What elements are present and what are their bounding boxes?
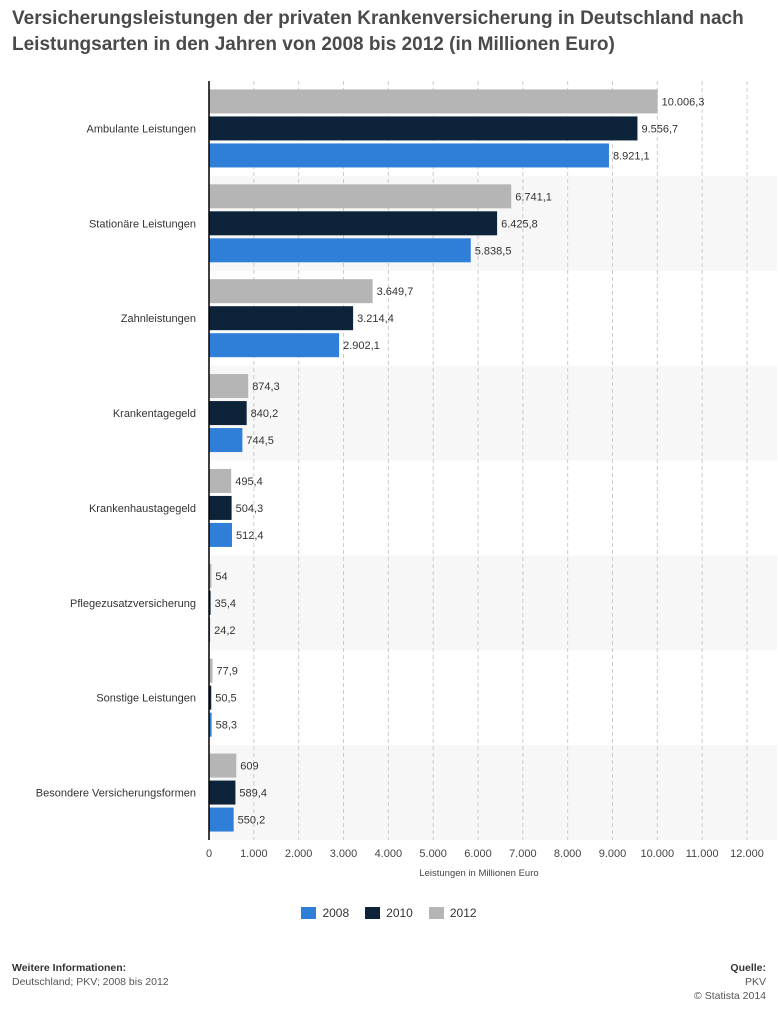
category-label: Krankentagegeld [113, 408, 196, 420]
category-label: Krankenhaustagegeld [89, 503, 196, 515]
data-label-2012: 609 [240, 761, 258, 773]
legend-label-2012: 2012 [449, 906, 477, 920]
legend-item-2010[interactable]: 2010 [365, 906, 413, 920]
bar-2008[interactable] [209, 522, 232, 547]
legend-label-2010: 2010 [386, 906, 413, 920]
x-tick-label: 0 [206, 848, 212, 860]
category-band [209, 365, 777, 461]
data-label-2010: 35,4 [215, 598, 236, 610]
bar-2008[interactable] [209, 238, 471, 263]
bar-2012[interactable] [209, 374, 249, 399]
category-band [209, 745, 777, 840]
data-label-2012: 495,4 [235, 476, 263, 488]
x-tick-label: 6.000 [464, 848, 492, 860]
data-label-2012: 77,9 [216, 666, 237, 678]
x-tick-label: 4.000 [375, 848, 403, 860]
data-label-2008: 2.902,1 [343, 340, 380, 352]
data-label-2012: 3.649,7 [377, 286, 414, 298]
category-label: Stationäre Leistungen [89, 218, 196, 230]
x-axis-title: Leistungen in Millionen Euro [419, 868, 538, 879]
footer-info: Weitere Informationen: Deutschland; PKV;… [12, 961, 169, 989]
x-tick-label: 8.000 [554, 848, 582, 860]
category-label: Besondere Versicherungsformen [36, 788, 196, 800]
x-tick-label: 5.000 [419, 848, 447, 860]
data-label-2008: 550,2 [238, 815, 266, 827]
data-label-2010: 50,5 [215, 693, 236, 705]
x-tick-label: 1.000 [240, 848, 268, 860]
bar-2012[interactable] [209, 279, 373, 304]
info-text[interactable]: Deutschland; PKV; 2008 bis 2012 [12, 976, 169, 988]
bar-2008[interactable] [209, 143, 609, 168]
bar-2010[interactable] [209, 401, 247, 426]
category-label: Pflegezusatzversicherung [70, 598, 196, 610]
data-label-2010: 589,4 [239, 788, 267, 800]
bar-chart: 10.006,3 9.556,7 8.921,1 Ambulante Leistung… [35, 81, 777, 879]
data-label-2012: 54 [215, 571, 227, 583]
bar-2012[interactable] [209, 563, 212, 588]
copyright[interactable]: © Statista 2014 [694, 990, 766, 1002]
data-label-2008: 8.921,1 [613, 150, 650, 162]
legend-label-2008: 2008 [322, 906, 350, 920]
category-label: Sonstige Leistungen [96, 693, 196, 705]
data-label-2008: 5.838,5 [475, 245, 512, 257]
x-tick-label: 7.000 [509, 848, 537, 860]
data-label-2008: 24,2 [214, 625, 235, 637]
bar-2012[interactable] [209, 753, 237, 778]
legend-swatch-2008 [301, 907, 317, 919]
bar-2012[interactable] [209, 89, 658, 114]
legend-item-2012[interactable]: 2012 [428, 906, 477, 920]
x-tick-label: 9.000 [599, 848, 627, 860]
bar-2012[interactable] [209, 658, 213, 683]
category-band [209, 555, 777, 651]
bar-2012[interactable] [209, 184, 512, 209]
category-label: Zahnleistungen [121, 313, 196, 325]
data-label-2012: 6.741,1 [515, 191, 552, 203]
data-label-2008: 58,3 [216, 720, 237, 732]
bar-2010[interactable] [209, 590, 211, 615]
legend-item-2008[interactable]: 2008 [301, 906, 349, 920]
footer-source: Quelle: PKV © Statista 2014 [694, 961, 766, 1003]
info-heading: Weitere Informationen: [12, 962, 127, 974]
bar-2008[interactable] [209, 428, 243, 453]
legend-swatch-2012 [428, 907, 444, 919]
bar-2012[interactable] [209, 468, 232, 493]
source-heading: Quelle: [730, 962, 766, 974]
data-label-2010: 504,3 [236, 503, 264, 515]
bar-2008[interactable] [209, 333, 340, 358]
bar-2010[interactable] [209, 116, 638, 141]
bar-2010[interactable] [209, 780, 236, 805]
bar-2010[interactable] [209, 211, 498, 236]
data-label-2010: 6.425,8 [501, 218, 538, 230]
data-label-2012: 874,3 [252, 381, 280, 393]
bar-2008[interactable] [209, 807, 234, 832]
bar-2008[interactable] [209, 712, 212, 737]
bar-2010[interactable] [209, 495, 232, 520]
x-tick-label: 3.000 [330, 848, 358, 860]
x-tick-label: 11.000 [686, 848, 719, 860]
x-tick-label: 12.000 [730, 848, 764, 860]
data-label-2008: 744,5 [246, 435, 274, 447]
source-text[interactable]: PKV [744, 976, 766, 988]
x-tick-label: 10.000 [641, 848, 675, 860]
bar-2010[interactable] [209, 306, 354, 331]
data-label-2010: 840,2 [251, 408, 279, 420]
legend-swatch-2010 [365, 907, 381, 919]
bar-2010[interactable] [209, 685, 212, 710]
data-label-2010: 9.556,7 [641, 123, 678, 135]
x-tick-label: 2.000 [285, 848, 313, 860]
chart-title: Versicherungsleistungen der privaten Kra… [12, 8, 744, 55]
data-label-2010: 3.214,4 [357, 313, 394, 325]
data-label-2008: 512,4 [236, 530, 264, 542]
category-label: Ambulante Leistungen [87, 123, 196, 135]
data-label-2012: 10.006,3 [662, 96, 705, 108]
legend: 2008 2010 2012 [0, 906, 778, 920]
